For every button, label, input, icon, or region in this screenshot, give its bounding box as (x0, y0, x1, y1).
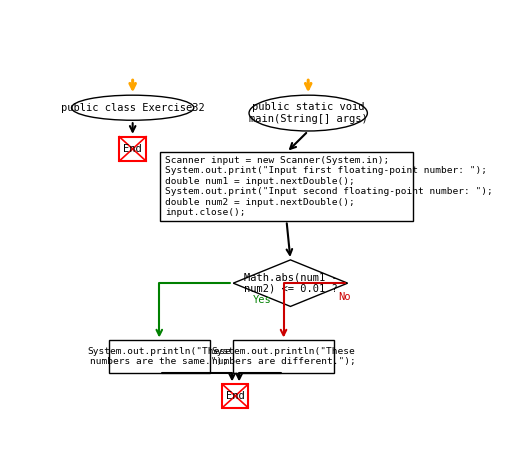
FancyBboxPatch shape (109, 340, 210, 372)
Text: public class Exercise32: public class Exercise32 (61, 103, 205, 113)
Text: System.out.println("These
numbers are the same.");: System.out.println("These numbers are th… (88, 347, 231, 366)
FancyBboxPatch shape (160, 153, 413, 220)
FancyBboxPatch shape (233, 340, 334, 372)
Text: System.out.println("These
numbers are different.");: System.out.println("These numbers are di… (212, 347, 355, 366)
FancyBboxPatch shape (119, 137, 146, 161)
Ellipse shape (71, 95, 194, 120)
Text: Math.abs(num1 -
num2) <= 0.01 ?: Math.abs(num1 - num2) <= 0.01 ? (244, 272, 337, 294)
FancyBboxPatch shape (222, 384, 248, 408)
Text: No: No (338, 292, 350, 302)
Text: public static void
main(String[] args): public static void main(String[] args) (249, 102, 367, 124)
Text: End: End (226, 391, 245, 401)
Text: Scanner input = new Scanner(System.in);
System.out.print("Input first floating-p: Scanner input = new Scanner(System.in); … (165, 156, 493, 217)
Text: End: End (123, 144, 142, 154)
Ellipse shape (249, 95, 367, 131)
Text: Yes: Yes (253, 295, 272, 305)
Polygon shape (233, 260, 348, 306)
